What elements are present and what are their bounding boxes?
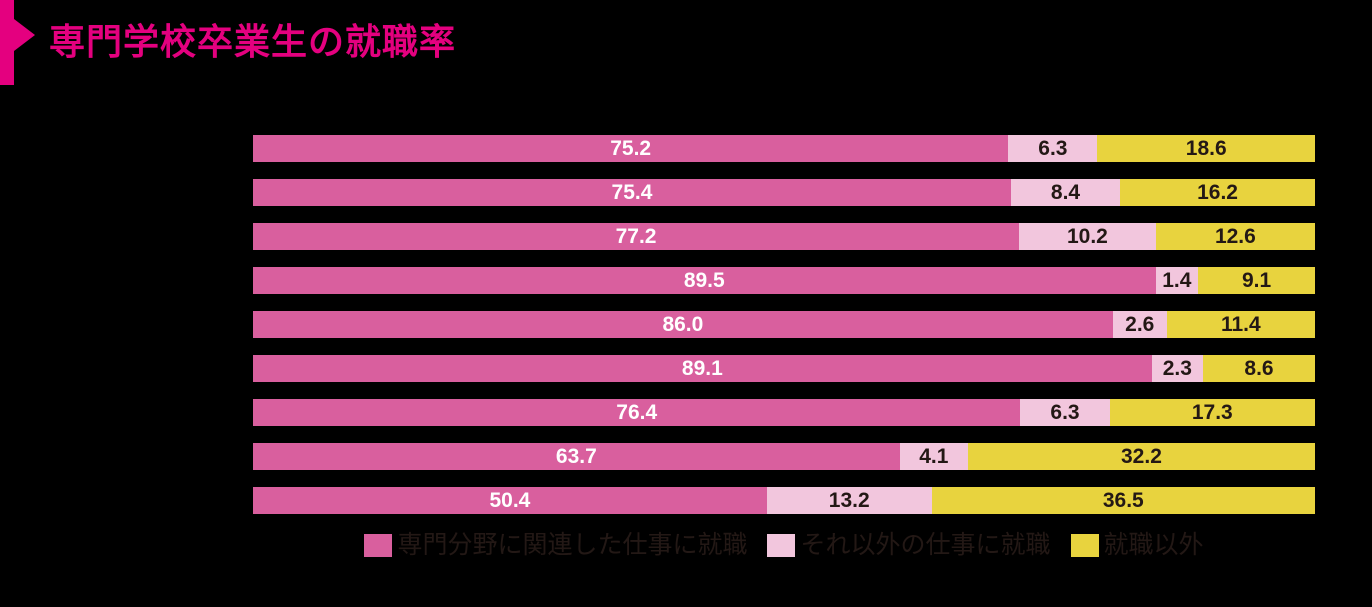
value-label: 9.1	[1242, 269, 1272, 292]
bar-row: 75.4 8.4 16.2	[253, 179, 1315, 206]
value-label: 36.5	[1102, 489, 1144, 512]
value-label: 89.5	[683, 269, 725, 292]
bar-row: 76.4 6.3 17.3	[253, 399, 1315, 426]
value-label: 86.0	[662, 313, 704, 336]
legend-item: 就職以外	[1070, 531, 1204, 559]
segment-other-job: 6.3	[1008, 135, 1098, 162]
legend-swatch-icon	[364, 534, 393, 557]
segment-other-job: 2.3	[1151, 355, 1203, 382]
value-label: 8.4	[1050, 181, 1081, 204]
legend-swatch-icon	[1070, 534, 1099, 557]
bar-row: 50.4 13.2 36.5	[253, 487, 1315, 514]
segment-other-job: 13.2	[766, 487, 932, 514]
segment-not-employed: 16.2	[1120, 179, 1315, 206]
segment-related-job: 89.1	[253, 355, 1152, 382]
title-marker-arrow-icon	[14, 19, 35, 51]
bar-row: 63.7 4.1 32.2	[253, 443, 1315, 470]
value-label: 6.3	[1050, 401, 1080, 424]
segment-other-job: 1.4	[1155, 267, 1199, 294]
value-label: 4.1	[919, 445, 949, 468]
segment-not-employed: 11.4	[1166, 311, 1315, 338]
value-label: 8.6	[1244, 357, 1274, 380]
segment-not-employed: 36.5	[931, 487, 1315, 514]
value-label: 11.4	[1220, 313, 1261, 336]
segment-other-job: 10.2	[1019, 223, 1156, 250]
value-label: 75.2	[610, 137, 652, 160]
segment-related-job: 76.4	[253, 399, 1021, 426]
chart-legend: 専門分野に関連した仕事に就職 それ以外の仕事に就職 就職以外	[253, 533, 1315, 558]
bar-row: 77.2 10.2 12.6	[253, 223, 1315, 250]
segment-related-job: 89.5	[253, 267, 1156, 294]
page-title: 専門学校卒業生の就職率	[49, 21, 457, 62]
segment-other-job: 8.4	[1010, 179, 1121, 206]
segment-related-job: 63.7	[253, 443, 900, 470]
bar-row: 75.2 6.3 18.6	[253, 135, 1315, 162]
segment-not-employed: 18.6	[1097, 135, 1315, 162]
stacked-bar-chart: 75.2 6.3 18.6 75.4 8.4 16.2 77.2 10.2 12.6 89.5 1.…	[253, 135, 1316, 514]
legend-label: それ以外の仕事に就職	[800, 531, 1051, 559]
value-label: 13.2	[828, 489, 870, 512]
title-marker-bar	[0, 0, 14, 85]
value-label: 77.2	[615, 225, 657, 248]
legend-label: 就職以外	[1103, 531, 1204, 559]
segment-other-job: 2.6	[1112, 311, 1167, 338]
segment-not-employed: 12.6	[1155, 223, 1315, 250]
bar-row: 89.1 2.3 8.6	[253, 355, 1315, 382]
legend-swatch-icon	[767, 534, 796, 557]
value-label: 10.2	[1066, 225, 1108, 248]
segment-other-job: 6.3	[1020, 399, 1110, 426]
segment-related-job: 77.2	[253, 223, 1020, 250]
segment-not-employed: 8.6	[1203, 355, 1315, 382]
segment-other-job: 4.1	[899, 443, 968, 470]
value-label: 32.2	[1121, 445, 1162, 468]
value-label: 1.4	[1162, 269, 1192, 292]
segment-related-job: 50.4	[253, 487, 767, 514]
value-label: 2.3	[1162, 357, 1192, 380]
legend-item: 専門分野に関連した仕事に就職	[364, 533, 747, 558]
segment-related-job: 75.2	[253, 135, 1009, 162]
legend-label: 専門分野に関連した仕事に就職	[397, 531, 748, 559]
value-label: 17.3	[1191, 401, 1233, 424]
value-label: 12.6	[1214, 225, 1256, 248]
segment-not-employed: 17.3	[1109, 399, 1315, 426]
segment-not-employed: 9.1	[1198, 267, 1316, 294]
bar-row: 86.0 2.6 11.4	[253, 311, 1315, 338]
value-label: 2.6	[1125, 313, 1155, 336]
value-label: 6.3	[1038, 137, 1068, 160]
bar-row: 89.5 1.4 9.1	[253, 267, 1316, 294]
value-label: 76.4	[616, 401, 658, 424]
value-label: 18.6	[1185, 137, 1227, 160]
value-label: 63.7	[555, 445, 597, 468]
segment-related-job: 86.0	[253, 311, 1113, 338]
value-label: 50.4	[489, 489, 531, 512]
value-label: 89.1	[681, 357, 723, 380]
value-label: 75.4	[611, 181, 653, 204]
segment-related-job: 75.4	[253, 179, 1011, 206]
value-label: 16.2	[1197, 181, 1238, 204]
legend-item: それ以外の仕事に就職	[767, 531, 1051, 559]
segment-not-employed: 32.2	[967, 443, 1315, 470]
